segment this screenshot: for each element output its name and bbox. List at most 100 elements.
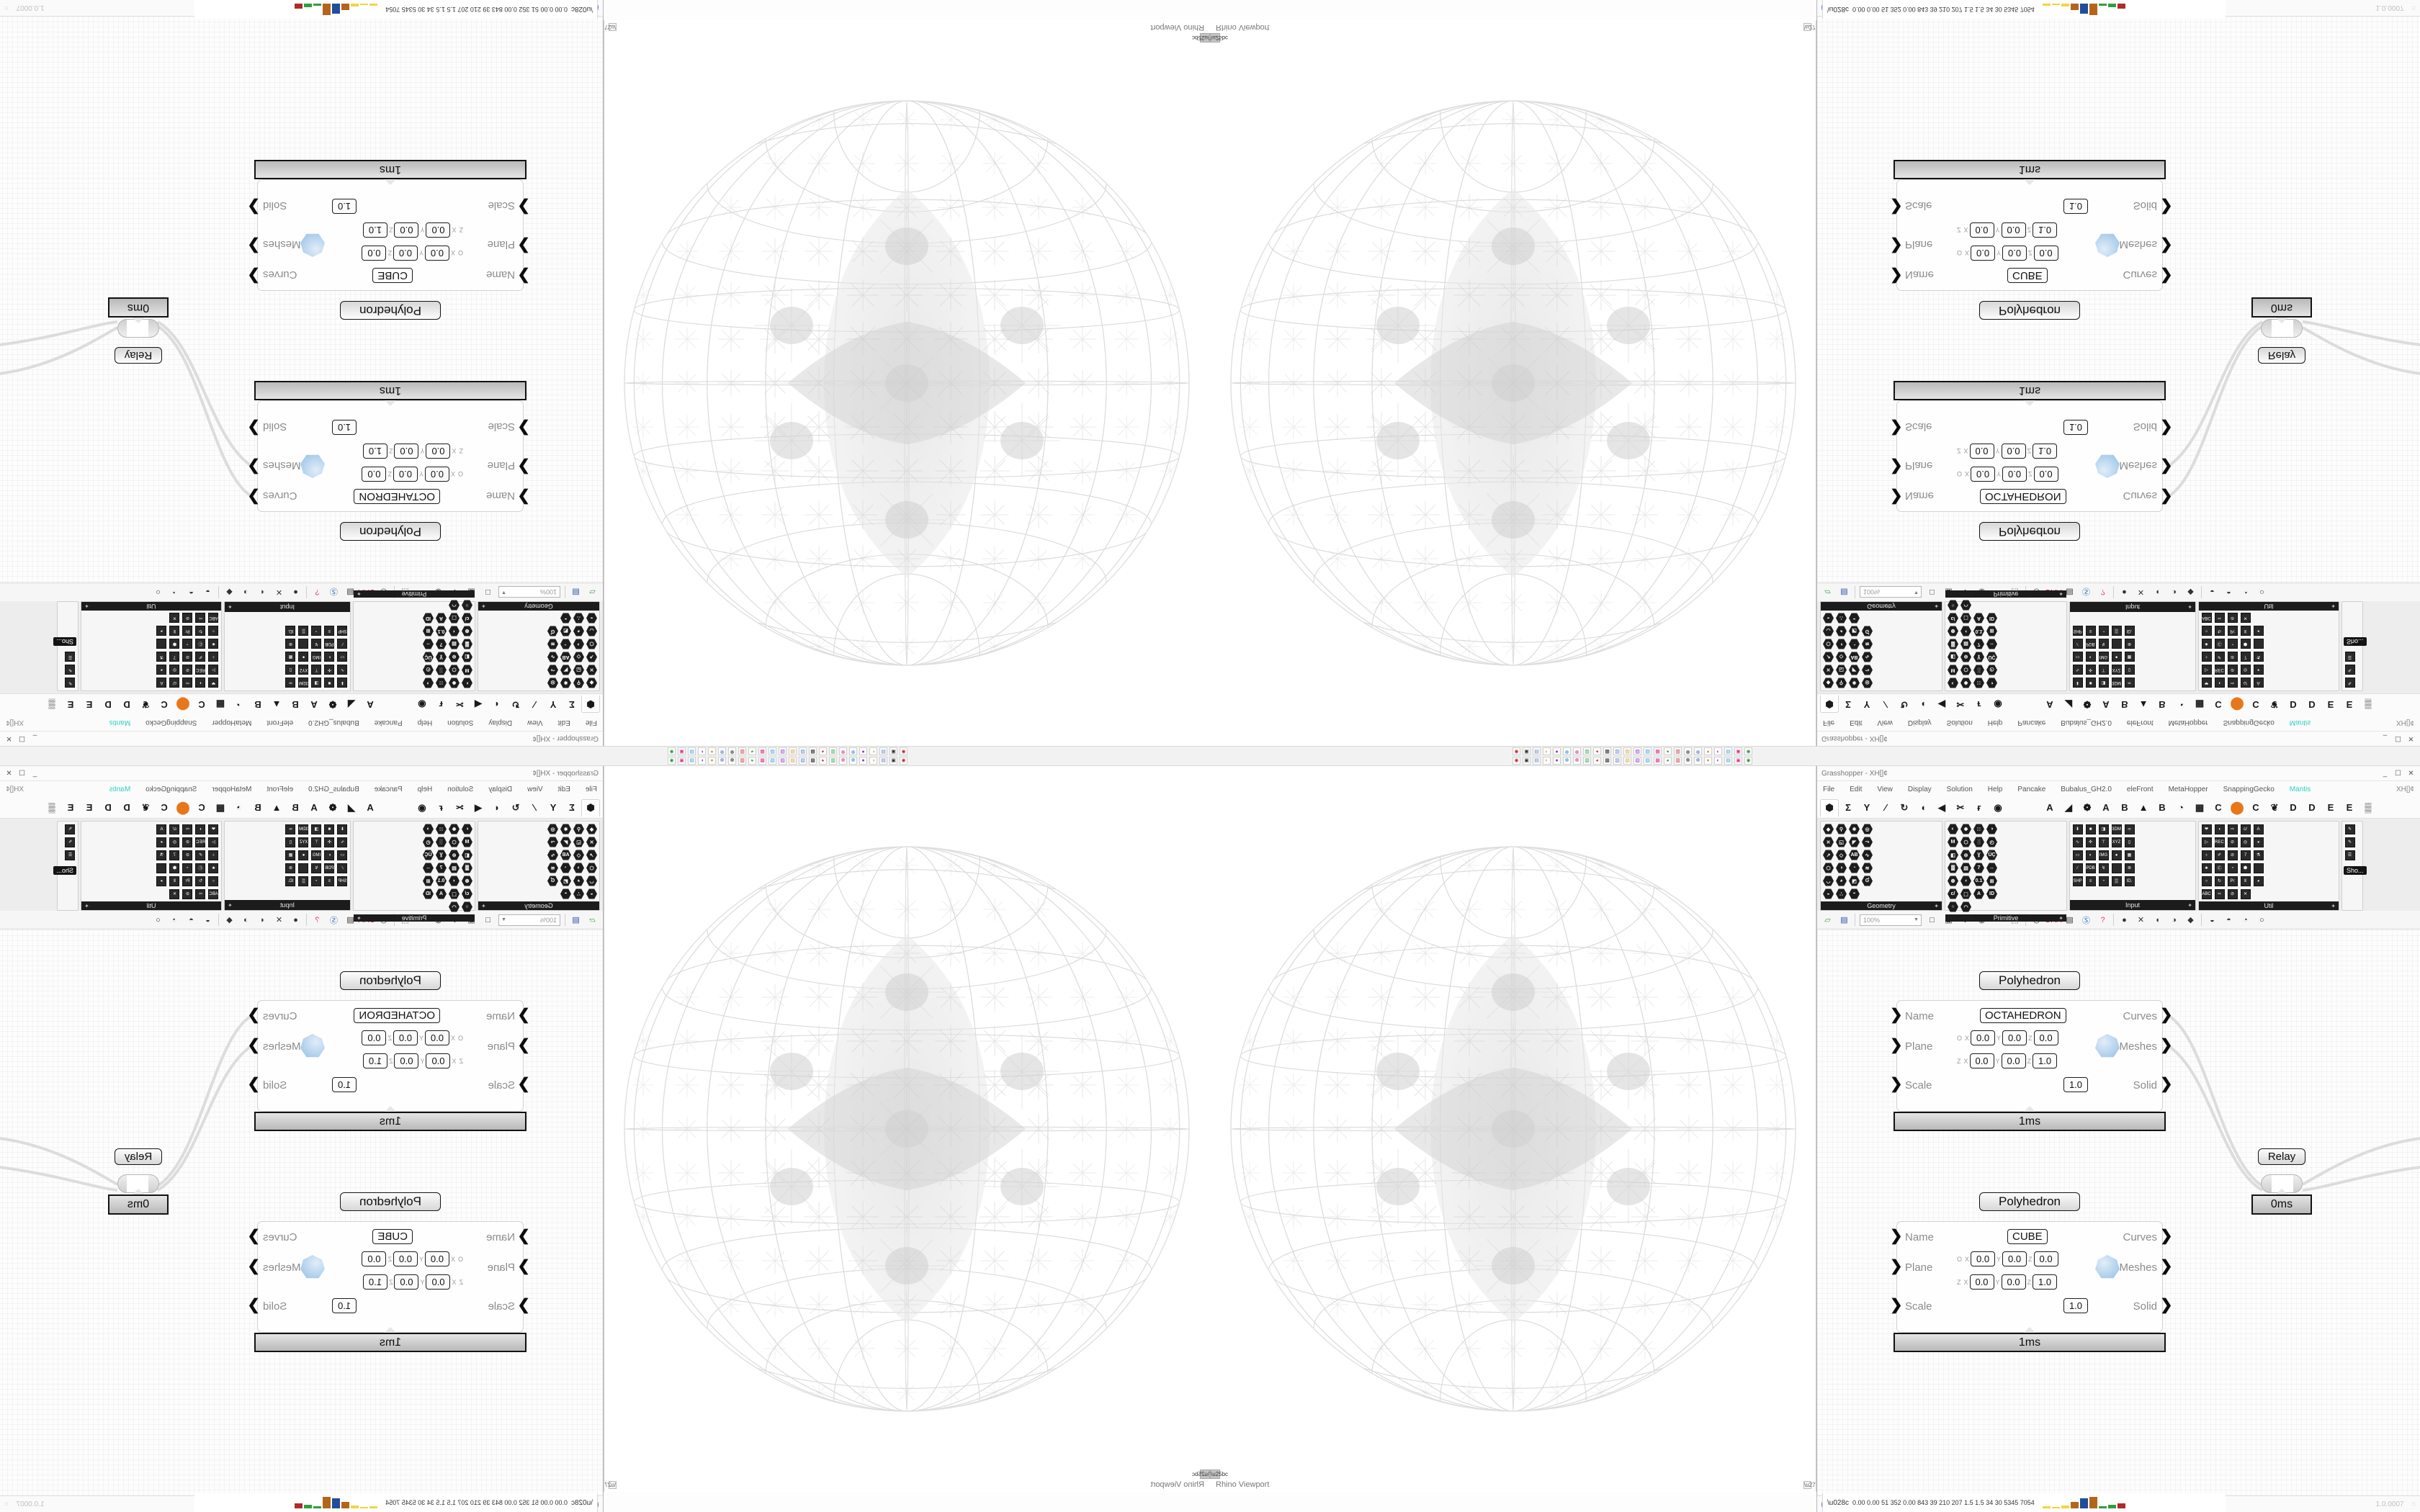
plane-zaxis-x-input[interactable]: 0.0 bbox=[1969, 444, 1994, 459]
palette-component-icon[interactable]: ⊛ bbox=[2123, 638, 2136, 650]
canvas-tool-0[interactable]: □ bbox=[1930, 915, 1935, 924]
palette-component-icon[interactable]: ◐ bbox=[323, 849, 336, 861]
menu-item-view[interactable]: View bbox=[1877, 719, 1893, 727]
grasshopper-canvas[interactable]: Polyhedron ❯ Name ❯ Plane ❯ Scale ❯ Curves ❯ Meshe… bbox=[1817, 17, 2420, 582]
ribbon-tab-6[interactable]: ◀ bbox=[475, 699, 482, 711]
menu-item-metahopper[interactable]: MetaHopper bbox=[2168, 785, 2208, 793]
node-cap-label[interactable]: Polyhedron bbox=[1979, 301, 2080, 320]
ribbon-tab-15[interactable]: ▲ bbox=[2138, 699, 2148, 710]
ribbon-tab-0[interactable]: ⬢ bbox=[581, 798, 600, 816]
palette-component-icon[interactable]: 7 bbox=[435, 862, 447, 874]
palette-component-icon[interactable]: ⬡ bbox=[448, 836, 460, 848]
menu-item-edit[interactable]: Edit bbox=[1850, 785, 1863, 793]
taskbar-app-icon[interactable]: ▧ bbox=[789, 747, 797, 755]
palette-component-icon[interactable]: ◒ bbox=[586, 612, 598, 624]
palette-component-icon[interactable]: ∿ bbox=[547, 849, 559, 861]
menu-item-help[interactable]: Help bbox=[1987, 785, 2003, 793]
ribbon-tab-3[interactable]: ∕ bbox=[533, 699, 536, 710]
menu-item-pancake[interactable]: Pancake bbox=[374, 785, 403, 793]
plane-zaxis-z-input[interactable]: 1.0 bbox=[2033, 222, 2058, 238]
palette-component-icon[interactable]: ⬚ bbox=[448, 612, 460, 624]
palette-component-icon[interactable]: ⊞ bbox=[422, 875, 434, 887]
scale-value-input[interactable]: 1.0 bbox=[2063, 1298, 2088, 1313]
ribbon-tab-1[interactable]: Σ bbox=[1845, 802, 1851, 813]
input-pin[interactable]: ❯ bbox=[517, 1076, 530, 1092]
taskbar-app-icon[interactable]: ▨ bbox=[1644, 747, 1652, 755]
node-cap-label[interactable]: Polyhedron bbox=[340, 522, 441, 541]
palette-component-icon[interactable]: ✸ bbox=[560, 823, 572, 835]
palette-component-icon[interactable]: ◴ bbox=[422, 836, 434, 848]
ribbon-tab-9[interactable]: ◉ bbox=[418, 699, 426, 711]
palette-component-icon[interactable]: ◎ bbox=[2239, 664, 2251, 676]
palette-component-icon[interactable]: ID bbox=[1986, 888, 1998, 900]
palette-component-icon[interactable]: Ⅱ bbox=[2239, 875, 2251, 887]
plane-zaxis-z-input[interactable]: 1.0 bbox=[362, 444, 387, 459]
palette-component-icon[interactable]: ◱ bbox=[1835, 836, 1847, 848]
palette-component-icon[interactable]: ✹ bbox=[448, 823, 460, 835]
palette-component-icon[interactable]: ÜÇ bbox=[1986, 849, 1998, 861]
palette-component-icon[interactable]: ◔ bbox=[2097, 875, 2110, 887]
palette-component-icon[interactable]: Ɠ bbox=[547, 625, 559, 637]
ribbon-tab-12[interactable]: ❁ bbox=[328, 801, 337, 813]
taskbar-app-icon[interactable]: ▣ bbox=[678, 747, 686, 755]
palette-component-icon[interactable]: ▓ bbox=[461, 638, 473, 650]
canvas-toolbar[interactable]: ▱▤100%▼□▣✥◉✒⬚◎GHA▤Ⓢ?●✕◖◑◆◒◓◔○ bbox=[1817, 911, 2420, 930]
palette-component-icon[interactable]: ⬚ bbox=[448, 888, 460, 900]
ribbon-tab-26[interactable]: E bbox=[2346, 802, 2353, 813]
input-pin[interactable]: ❯ bbox=[1890, 1258, 1903, 1274]
palette-component-icon[interactable]: ♁ bbox=[2200, 849, 2213, 861]
palette-component-icon[interactable]: ░ bbox=[435, 836, 447, 848]
taskbar-app-icon[interactable]: ❁ bbox=[839, 757, 847, 765]
plane-origin-y-input[interactable]: 0.0 bbox=[393, 1030, 418, 1045]
palette-component-icon[interactable]: ∿ bbox=[336, 664, 349, 676]
menu-item-snappinggecko[interactable]: SnappingGecko bbox=[145, 785, 197, 793]
plane-origin-y-input[interactable]: 0.0 bbox=[2002, 246, 2027, 261]
palette-component-icon[interactable]: ▭ bbox=[336, 651, 349, 663]
input-pin[interactable]: ❯ bbox=[1890, 420, 1903, 436]
viewport-close-icon[interactable]: \u2715 bbox=[604, 23, 617, 31]
input-pin[interactable]: ❯ bbox=[517, 489, 530, 505]
ribbon-tab-1[interactable]: Σ bbox=[569, 699, 575, 710]
ribbon-tab-20[interactable]: ⬤ bbox=[2230, 698, 2244, 712]
palette-component-icon[interactable]: c/ bbox=[1947, 888, 1959, 900]
canvas-toolbar[interactable]: ▱▤100%▼□▣✥◉✒⬚◎GHA▤Ⓢ?●✕◖◑◆◒◓◔○ bbox=[1817, 582, 2420, 601]
ribbon-tab-21[interactable]: C bbox=[2252, 802, 2259, 813]
palette-component-icon[interactable]: ◑ bbox=[1835, 862, 1847, 874]
canvas-tool-0[interactable]: □ bbox=[485, 915, 490, 924]
plane-origin-y-input[interactable]: 0.0 bbox=[2002, 467, 2027, 482]
taskbar-app-icon[interactable]: ◉ bbox=[668, 757, 676, 765]
taskbar-app-icon[interactable]: ◕ bbox=[1593, 747, 1601, 755]
palette-component-icon[interactable]: REC bbox=[2213, 836, 2226, 848]
palette-component-icon[interactable]: ▒ bbox=[297, 625, 310, 637]
taskbar-app-icon[interactable]: ▧ bbox=[779, 757, 786, 765]
component-timer[interactable]: 1ms bbox=[254, 1333, 526, 1352]
palette-component-icon[interactable]: ◡ bbox=[1822, 875, 1834, 887]
palette-component-icon[interactable]: ◑ bbox=[422, 823, 434, 835]
ribbon-tab-19[interactable]: C bbox=[198, 699, 205, 710]
palette-component-icon[interactable]: ◓ bbox=[560, 612, 572, 624]
input-pin[interactable]: ❯ bbox=[1890, 238, 1903, 254]
palette-component-icon[interactable]: Ɠ bbox=[547, 875, 559, 887]
palette-component-icon[interactable]: ◇ bbox=[573, 849, 585, 861]
palette-component-icon[interactable]: PDB bbox=[2084, 862, 2097, 874]
palette-component-icon[interactable]: Ɣ bbox=[1973, 651, 1985, 663]
ribbon-tab-22[interactable]: ❦ bbox=[141, 801, 150, 813]
menu-item-display[interactable]: Display bbox=[488, 719, 513, 727]
palette-side-icon[interactable]: ✎ bbox=[2344, 836, 2356, 848]
palette-component-icon[interactable]: ⊞ bbox=[422, 625, 434, 637]
plane-zaxis-x-input[interactable]: 0.0 bbox=[1969, 1274, 1994, 1290]
palette-component-icon[interactable]: ♣ bbox=[2200, 862, 2213, 874]
palette-component-icon[interactable]: A bbox=[435, 888, 447, 900]
palette-component-icon[interactable]: ✹ bbox=[1960, 823, 1972, 835]
input-pin[interactable]: ❯ bbox=[517, 1258, 530, 1274]
taskbar-app-icon[interactable]: ▩ bbox=[809, 757, 817, 765]
menu-item-bubalus-gh2-0[interactable]: Bubalus_GH2.0 bbox=[2061, 719, 2112, 727]
palette-component-icon[interactable]: ⬢ bbox=[169, 862, 181, 874]
grasshopper-canvas[interactable]: Polyhedron ❯ Name ❯ Plane ❯ Scale ❯ Curves ❯ Meshe… bbox=[0, 930, 603, 1495]
palette-component-icon[interactable]: ⬡ bbox=[448, 664, 460, 676]
palette-component-icon[interactable]: ◐ bbox=[461, 823, 473, 835]
palette-component-icon[interactable]: ◔ bbox=[2226, 862, 2238, 874]
plane-origin-y-input[interactable]: 0.0 bbox=[393, 467, 418, 482]
ribbon-tab-17[interactable]: ◔ bbox=[236, 699, 242, 710]
palette-component-icon[interactable]: AB bbox=[560, 849, 572, 861]
